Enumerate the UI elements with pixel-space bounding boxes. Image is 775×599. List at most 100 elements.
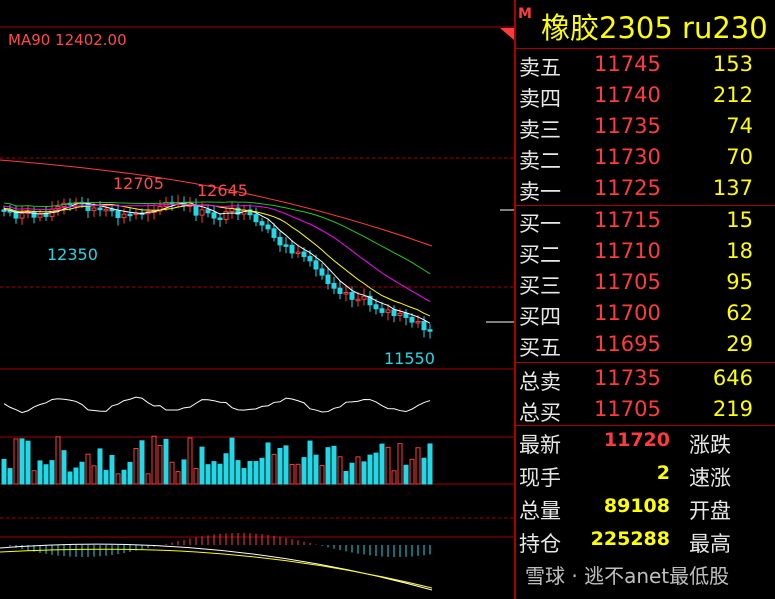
ask-row[interactable]: 卖一 11725 137 (516, 176, 775, 207)
bid-row-lbl: 买五 (519, 336, 561, 360)
ask-row-qty: 70 (726, 145, 753, 169)
ask-row[interactable]: 卖五 11745 153 (516, 52, 775, 83)
separator (516, 362, 775, 363)
contract-title: 橡胶2305 ru230 (541, 11, 768, 45)
stat-value: 89108 (603, 495, 670, 517)
volume-bar (205, 464, 211, 485)
candle-body (247, 209, 253, 216)
candle-body (361, 295, 367, 300)
candle-body (265, 224, 271, 230)
total-row[interactable]: 总卖 11735 646 (516, 366, 775, 397)
volume-bar (169, 461, 175, 485)
stat-label: 总量 (519, 499, 561, 523)
ask-row-lbl: 卖二 (519, 149, 561, 173)
ask-row-qty: 212 (712, 83, 753, 107)
volume-bar (67, 471, 73, 485)
candle-body (397, 312, 403, 317)
volume-bar (187, 437, 193, 485)
volume-bar (109, 454, 115, 485)
stat-row: 最新 11720 涨跌 (516, 429, 775, 462)
candle-body (301, 251, 307, 258)
volume-bar (91, 465, 97, 485)
volume-bar (79, 461, 85, 485)
ma90-line (0, 159, 433, 247)
candle-body (103, 208, 109, 212)
moving-averages-group (0, 159, 433, 324)
candle-body (217, 217, 223, 221)
candle-body (295, 251, 301, 255)
stat-label-2: 最高 (689, 532, 731, 556)
candle-body (109, 208, 115, 212)
candle-body (349, 292, 355, 300)
volume-bar (343, 470, 349, 485)
candle-body (199, 209, 205, 216)
ask-row[interactable]: 卖二 11730 70 (516, 145, 775, 176)
candle-body (115, 210, 121, 219)
volume-bar (307, 440, 313, 485)
volume-bar (283, 445, 289, 485)
volume-bar (295, 463, 301, 485)
candle-body (223, 210, 229, 220)
volume-bar (31, 470, 37, 485)
volume-bar (427, 443, 433, 485)
total-row-price: 11705 (594, 397, 661, 421)
ask-row-qty: 74 (726, 114, 753, 138)
candle-body (421, 320, 427, 331)
candle-body (31, 211, 37, 218)
ask-row-lbl: 卖五 (519, 56, 561, 80)
bid-row[interactable]: 买一 11715 15 (516, 208, 775, 239)
volume-bar (7, 468, 13, 485)
candle-body (193, 204, 199, 216)
volume-bar (49, 460, 55, 485)
volume-bar (139, 440, 145, 485)
candle-body (331, 282, 337, 289)
stat-value: 225288 (590, 528, 670, 550)
total-row-qty: 219 (712, 397, 753, 421)
volume-bar (85, 453, 91, 485)
volume-bar (97, 448, 103, 485)
volume-bar (367, 454, 373, 485)
ask-row-price: 11735 (594, 114, 661, 138)
ask-row[interactable]: 卖四 11740 212 (516, 83, 775, 114)
bid-row[interactable]: 买三 11705 95 (516, 270, 775, 301)
stat-label-2: 涨跌 (689, 433, 731, 457)
total-row-lbl: 总买 (519, 401, 561, 425)
volume-bar (271, 453, 277, 485)
bid-row-qty: 29 (726, 332, 753, 356)
volume-bar (73, 467, 79, 485)
ask-row-lbl: 卖四 (519, 87, 561, 111)
volume-bar (313, 454, 319, 485)
annotation-12705: 12705 (113, 174, 164, 193)
volume-bar (43, 464, 49, 485)
candle-body (157, 205, 163, 212)
corner-marker (500, 28, 514, 40)
volume-bar (61, 450, 67, 485)
volume-bar (151, 435, 157, 485)
ask-row[interactable]: 卖三 11735 74 (516, 114, 775, 145)
candle-body (259, 221, 265, 226)
volume-bar (13, 438, 19, 485)
total-row[interactable]: 总买 11705 219 (516, 397, 775, 428)
candle-body (211, 212, 217, 219)
dif-line (0, 543, 433, 591)
candlestick-chart[interactable]: 12705 12645 12350 11550 (0, 0, 515, 599)
candle-body (127, 213, 133, 217)
volume-bar (265, 442, 271, 485)
bid-row-lbl: 买一 (519, 212, 561, 236)
volume-bar (127, 461, 133, 485)
volume-bar (199, 446, 205, 485)
ask-row-qty: 153 (712, 52, 753, 76)
bid-row[interactable]: 买五 11695 29 (516, 332, 775, 363)
volume-bar (289, 463, 295, 485)
ask-row-lbl: 卖一 (519, 180, 561, 204)
candle-body (289, 244, 295, 254)
separator (516, 48, 775, 49)
ask-row-lbl: 卖三 (519, 118, 561, 142)
ma5-line (3, 202, 431, 324)
volume-bar (1, 458, 7, 485)
bid-row[interactable]: 买二 11710 18 (516, 239, 775, 270)
volume-bar (145, 473, 151, 485)
candle-body (373, 304, 379, 310)
volume-bar (217, 463, 223, 485)
bid-row[interactable]: 买四 11700 62 (516, 301, 775, 332)
